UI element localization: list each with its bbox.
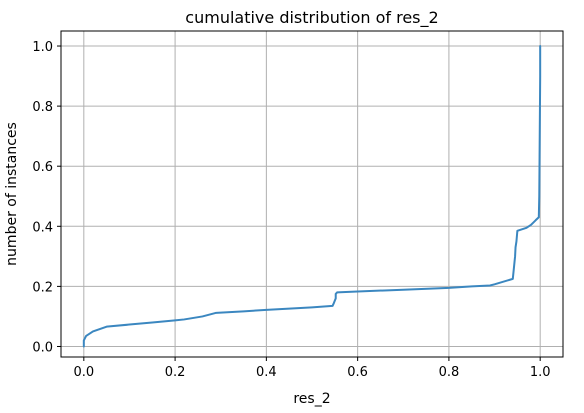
ticks: 0.0 0.2 0.4 0.6 0.8 1.0 0.0 0.2 0.4 0.6 0.8 1.0 [32,40,550,380]
x-tick-label: 1.0 [530,365,551,380]
x-tick-label: 0.6 [347,365,368,380]
y-tick-label: 0.4 [32,220,53,235]
y-tick-label: 1.0 [32,40,53,55]
y-tick-label: 0.0 [32,340,53,355]
series-line [82,45,542,348]
y-tick-label: 0.8 [32,100,53,115]
y-tick-label: 0.6 [32,160,53,175]
x-tick-label: 0.0 [73,365,94,380]
chart-title: cumulative distribution of res_2 [185,8,438,28]
plot-frame [60,30,564,358]
x-tick-label: 0.2 [165,365,186,380]
y-axis-label: number of instances [4,122,20,266]
x-axis-label: res_2 [293,391,330,407]
x-tick-label: 0.8 [439,365,460,380]
y-tick-label: 0.2 [32,280,53,295]
series [82,45,542,348]
x-tick-label: 0.4 [256,365,277,380]
